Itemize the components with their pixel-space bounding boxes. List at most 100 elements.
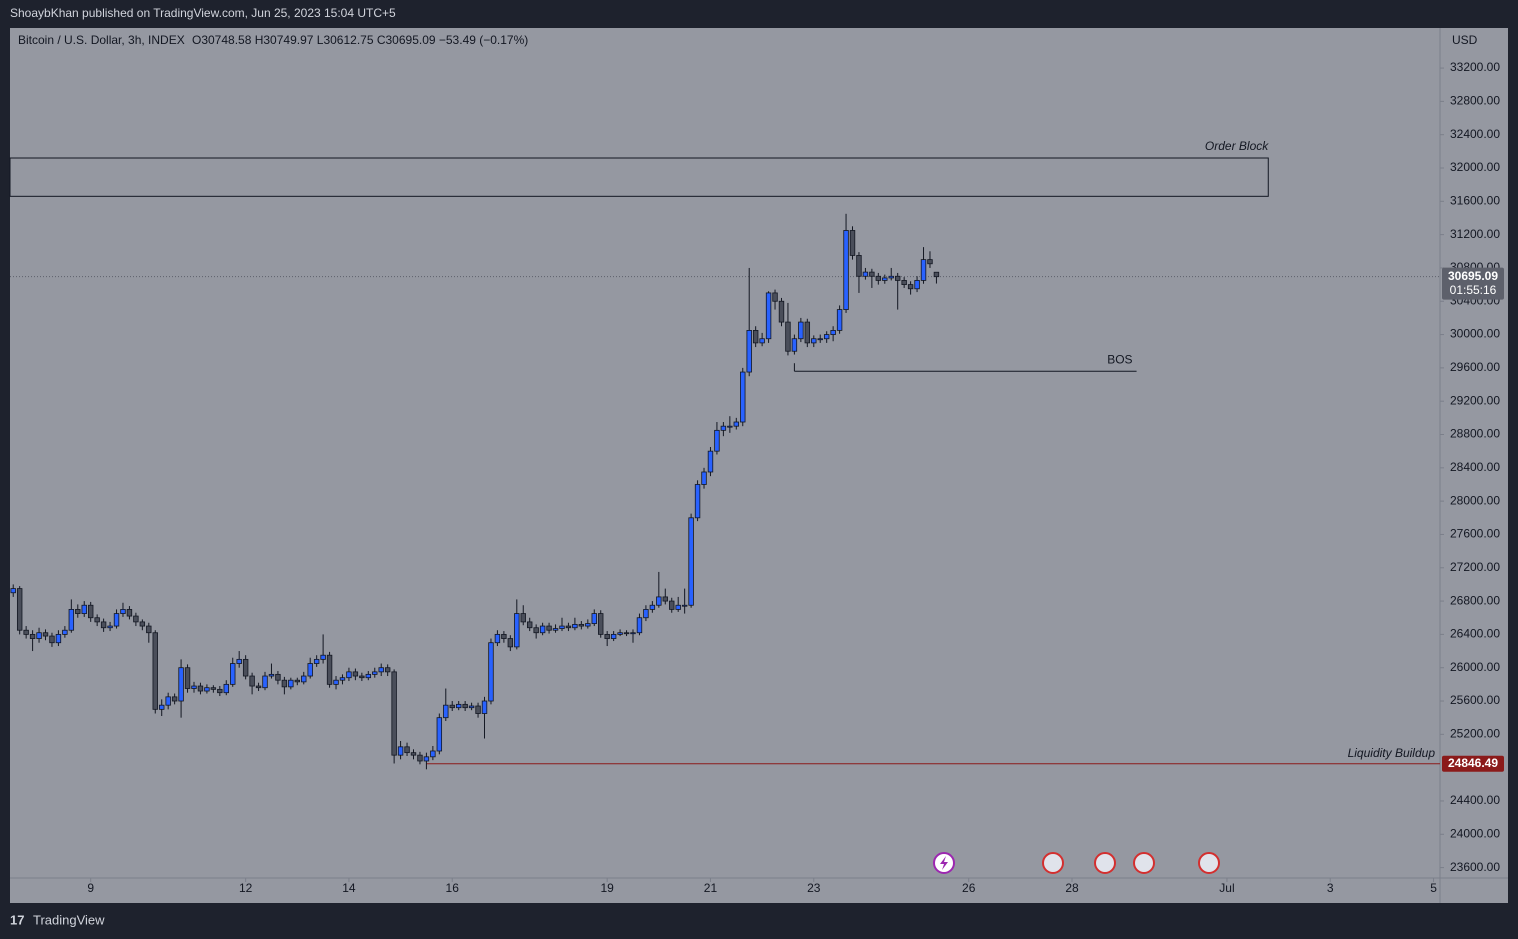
candle-body (449, 704, 455, 709)
candle-body (23, 629, 29, 635)
liquidity-price-box (1442, 755, 1504, 772)
candle-body (875, 275, 882, 281)
candle-body (223, 683, 229, 694)
candle-body (920, 259, 927, 281)
candle-body (811, 338, 817, 344)
candle-body (882, 277, 888, 281)
candle-body (204, 687, 210, 692)
last-price-label: 30695.09 (1448, 269, 1498, 283)
y-tick-label: 29600.00 (1450, 360, 1500, 374)
candle-body (275, 673, 281, 681)
candle-body (178, 667, 184, 702)
x-tick-label: 9 (87, 881, 94, 895)
candle-body (488, 642, 494, 702)
candle-body (785, 321, 791, 352)
order-block-label: Order Block (1205, 139, 1269, 153)
candle-body (133, 615, 139, 623)
candle-body (662, 596, 668, 602)
candle-body (81, 604, 87, 614)
x-tick-label: 23 (807, 881, 821, 895)
x-tick-label: 5 (1430, 881, 1437, 895)
x-tick-label: 14 (342, 881, 356, 895)
candle-body (391, 671, 397, 756)
candle-body (443, 704, 449, 719)
candle-body (301, 675, 307, 683)
candle-body (752, 330, 759, 344)
candle-body (397, 746, 404, 756)
candle-body (372, 671, 378, 675)
logo-mark: 17 (10, 912, 24, 927)
candle-body (888, 275, 894, 279)
candle-body (16, 588, 23, 631)
ohlc-legend: O30748.58 H30749.97 L30612.75 C30695.09 … (192, 33, 528, 47)
x-tick-label: 28 (1065, 881, 1079, 895)
candle-body (139, 621, 146, 627)
candle-body (423, 756, 430, 762)
candle-body (210, 687, 217, 690)
candle-body (236, 658, 242, 664)
candle-body (856, 255, 862, 277)
candle-body (578, 623, 585, 627)
candle-body (565, 625, 572, 629)
candle-body (36, 632, 42, 639)
candle-body (62, 629, 68, 635)
candle-body (281, 679, 288, 688)
x-tick-label: 3 (1327, 881, 1334, 895)
candle-body (268, 673, 275, 677)
candle-body (352, 671, 359, 677)
candle-body (746, 330, 752, 373)
y-tick-label: 32000.00 (1450, 160, 1500, 174)
candle-body (384, 667, 391, 673)
candle-body (869, 271, 875, 277)
symbol: Bitcoin / U.S. Dollar, 3h, INDEX (18, 33, 185, 47)
candle-body (914, 280, 920, 290)
candle-body (694, 484, 701, 519)
candle-body (636, 617, 643, 634)
candle-body (740, 371, 746, 423)
candle-body (494, 633, 501, 644)
candle-body (714, 429, 720, 452)
candle-body (804, 321, 811, 344)
y-tick-label: 29200.00 (1450, 393, 1500, 407)
candle-body (559, 625, 565, 629)
candle-body (120, 609, 126, 614)
candle-body (313, 658, 320, 664)
candle-body (262, 675, 268, 689)
candle-body (359, 675, 365, 679)
candle-body (759, 338, 765, 344)
x-tick-label: 16 (446, 881, 460, 895)
countdown: 01:55:16 (1450, 283, 1497, 297)
candle-body (727, 425, 733, 428)
y-tick-label: 28000.00 (1450, 493, 1500, 507)
candle-body (462, 703, 468, 709)
candle-body (242, 658, 249, 677)
candle-body (791, 338, 798, 352)
candle-body (598, 613, 604, 635)
candle-body (152, 632, 158, 710)
brand: TradingView (33, 912, 105, 927)
candle-body (778, 300, 785, 323)
candle-body (527, 621, 533, 629)
candle-body (346, 671, 352, 679)
y-tick-label: 31600.00 (1450, 193, 1500, 207)
candle-body (294, 679, 300, 683)
candle-body (326, 654, 333, 685)
candle-body (617, 632, 623, 635)
candle-body (191, 685, 197, 689)
candles (10, 213, 940, 770)
liquidity-price: 24846.49 (1448, 756, 1498, 770)
candle-body (87, 604, 94, 619)
y-tick-label: 32800.00 (1450, 94, 1500, 108)
event-icon (1094, 852, 1116, 874)
candle-body (333, 679, 339, 685)
candle-body (552, 628, 559, 631)
candle-body (649, 604, 656, 610)
candle-body (455, 703, 462, 709)
candle-body (707, 450, 714, 473)
candle-body (159, 704, 165, 710)
candle-body (307, 663, 313, 677)
candle-body (688, 517, 694, 606)
candle-body (862, 271, 869, 277)
y-tick-label: 23600.00 (1450, 860, 1500, 874)
candle-body (378, 667, 384, 673)
